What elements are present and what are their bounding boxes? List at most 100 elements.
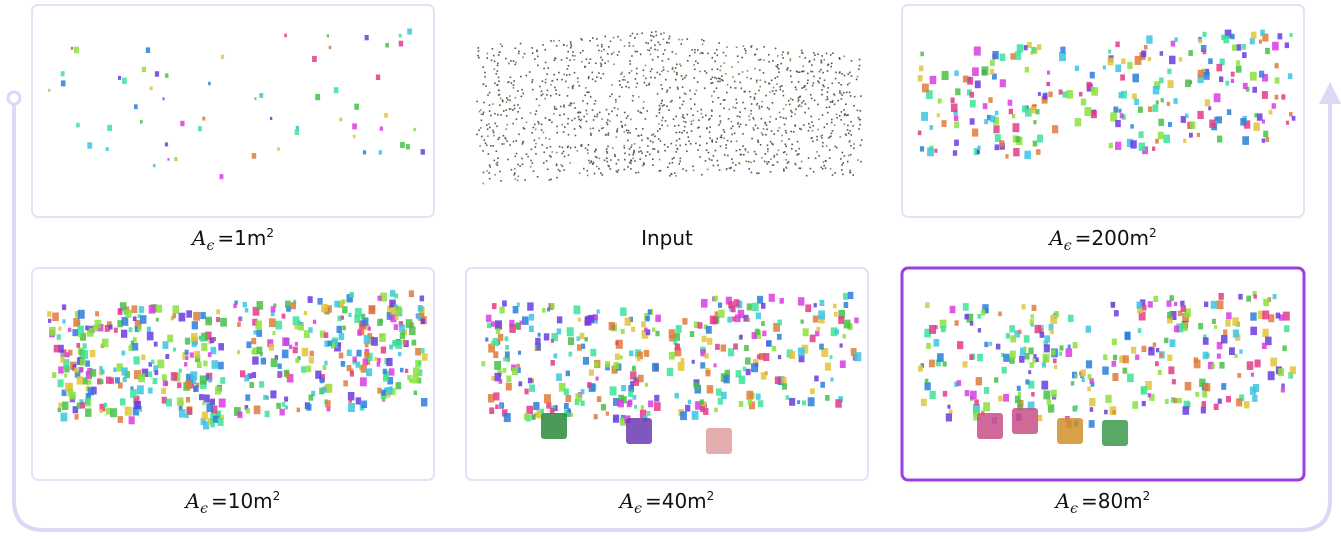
point bbox=[567, 50, 569, 53]
point bbox=[499, 97, 502, 100]
segment bbox=[210, 346, 217, 355]
segment bbox=[99, 379, 104, 384]
segment bbox=[121, 329, 128, 338]
point bbox=[476, 133, 478, 136]
segment bbox=[1036, 149, 1041, 155]
segment bbox=[60, 71, 65, 77]
point bbox=[664, 120, 667, 122]
segment bbox=[1062, 91, 1068, 98]
point bbox=[858, 68, 860, 70]
segment bbox=[137, 325, 142, 332]
segment bbox=[190, 371, 198, 381]
point bbox=[574, 146, 576, 149]
point bbox=[739, 111, 741, 113]
point bbox=[709, 117, 711, 120]
segment bbox=[154, 71, 160, 77]
segment bbox=[1257, 310, 1265, 320]
point bbox=[533, 139, 536, 142]
segment bbox=[1012, 123, 1020, 133]
segment bbox=[279, 408, 285, 416]
segment bbox=[518, 381, 523, 387]
point bbox=[790, 97, 792, 100]
point bbox=[801, 52, 804, 54]
point bbox=[553, 112, 555, 115]
point bbox=[607, 145, 609, 148]
point bbox=[545, 137, 547, 139]
point bbox=[738, 116, 741, 118]
segment bbox=[527, 302, 534, 311]
point bbox=[546, 73, 548, 75]
point bbox=[821, 136, 823, 139]
segment bbox=[634, 404, 637, 409]
segment bbox=[217, 418, 224, 426]
point bbox=[623, 75, 625, 78]
point bbox=[641, 32, 643, 35]
point bbox=[821, 93, 823, 96]
point bbox=[510, 108, 512, 110]
segment bbox=[338, 332, 345, 341]
segment bbox=[81, 350, 88, 359]
point bbox=[512, 60, 515, 62]
point bbox=[596, 115, 598, 118]
point bbox=[561, 165, 564, 168]
segment bbox=[1180, 116, 1186, 123]
point bbox=[754, 93, 757, 95]
point bbox=[477, 54, 479, 57]
segment bbox=[1119, 355, 1125, 363]
point bbox=[479, 109, 482, 111]
point bbox=[545, 160, 548, 162]
segment bbox=[595, 376, 599, 381]
point bbox=[598, 49, 600, 52]
segment bbox=[413, 127, 417, 132]
point bbox=[813, 99, 816, 102]
point bbox=[785, 132, 788, 134]
segment bbox=[1219, 76, 1224, 82]
segment bbox=[390, 289, 396, 297]
segment bbox=[306, 403, 312, 411]
segment bbox=[386, 312, 393, 320]
segment bbox=[61, 304, 67, 310]
segment bbox=[1216, 353, 1221, 359]
point bbox=[609, 95, 611, 98]
segment bbox=[632, 394, 637, 400]
segment bbox=[742, 366, 747, 372]
point bbox=[657, 41, 659, 44]
point bbox=[590, 134, 592, 136]
segment bbox=[85, 370, 92, 379]
segment bbox=[1217, 398, 1222, 404]
segment bbox=[132, 342, 139, 351]
point bbox=[577, 111, 579, 114]
point bbox=[631, 55, 633, 57]
segment bbox=[1024, 353, 1030, 360]
segment bbox=[361, 400, 368, 409]
segment bbox=[535, 337, 541, 345]
point bbox=[671, 68, 674, 70]
point bbox=[847, 83, 849, 86]
point bbox=[556, 125, 558, 128]
segment bbox=[829, 355, 833, 360]
point bbox=[630, 168, 632, 170]
point bbox=[738, 125, 741, 128]
point bbox=[648, 83, 650, 86]
segment bbox=[1202, 337, 1209, 345]
point bbox=[698, 119, 700, 121]
point bbox=[827, 64, 829, 67]
point bbox=[761, 156, 763, 159]
segment bbox=[412, 375, 419, 384]
segment bbox=[253, 330, 257, 335]
segment bbox=[807, 397, 815, 407]
segment bbox=[199, 375, 207, 385]
segment bbox=[352, 123, 357, 130]
segment bbox=[120, 398, 126, 406]
segment bbox=[109, 377, 115, 384]
point bbox=[858, 128, 860, 130]
point bbox=[802, 100, 805, 102]
segment bbox=[1217, 135, 1223, 143]
point bbox=[556, 78, 559, 81]
point bbox=[675, 53, 677, 55]
point bbox=[691, 49, 693, 51]
segment bbox=[76, 343, 81, 348]
point bbox=[843, 109, 845, 111]
point bbox=[548, 179, 551, 181]
caption-value: =200m bbox=[1075, 226, 1149, 250]
